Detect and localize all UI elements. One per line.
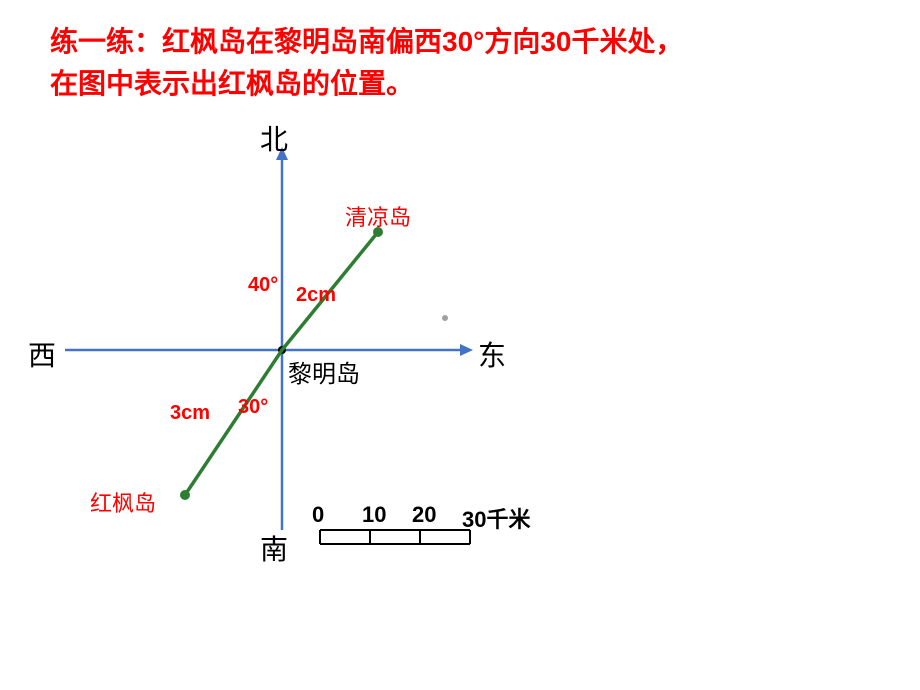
compass-east-label: 东 <box>478 334 506 374</box>
scale-tick-label: 0 <box>312 502 324 528</box>
scale-tick-label: 10 <box>362 502 386 528</box>
sw-island-label: 红枫岛 <box>90 486 156 518</box>
sw-distance-label: 3cm <box>170 402 210 425</box>
scale-tick-label: 30千米 <box>462 502 530 534</box>
scale-tick-label: 20 <box>412 502 436 528</box>
origin-island-label: 黎明岛 <box>288 354 360 389</box>
compass-north-label: 北 <box>260 118 288 158</box>
compass-west-label: 西 <box>28 334 56 374</box>
sw-angle-label: 30° <box>238 396 268 419</box>
ne-island-label: 清凉岛 <box>345 200 411 232</box>
compass-south-label: 南 <box>260 528 288 568</box>
ne-distance-label: 2cm <box>296 284 336 307</box>
ne-angle-label: 40° <box>248 274 278 297</box>
exercise-title-line2: 在图中表示出红枫岛的位置。 <box>50 62 414 102</box>
exercise-title-line1: 练一练：红枫岛在黎明岛南偏西30°方向30千米处， <box>50 20 684 60</box>
direction-diagram <box>0 0 920 690</box>
